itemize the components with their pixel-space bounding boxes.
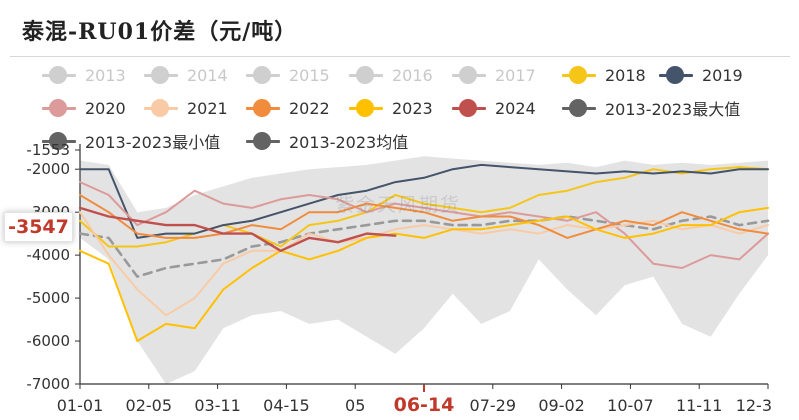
y-tick-label: -2000 — [26, 160, 70, 178]
legend-label: 2019 — [702, 65, 743, 85]
legend-item-2018[interactable]: 2018 — [562, 64, 646, 86]
legend-label: 2017 — [495, 65, 536, 85]
legend-line-marker-icon — [246, 66, 280, 84]
x-tick-label: 11-11 — [676, 396, 723, 415]
y-tick-label: -1553 — [26, 141, 70, 159]
legend-line-marker-icon — [42, 132, 76, 150]
legend-line-marker-icon — [452, 66, 486, 84]
series-line-2022 — [79, 194, 769, 239]
x-tick-label: 03-11 — [194, 396, 241, 415]
tooltip-y-value-badge: -3547 — [4, 212, 73, 242]
legend-item-2013-2023-14[interactable]: 2013-2023均值 — [246, 130, 408, 152]
series-line-2020 — [79, 181, 769, 269]
legend-line-marker-icon — [659, 66, 693, 84]
legend-label: 2014 — [187, 65, 228, 85]
watermark-text: 紫金天风期货 — [335, 194, 462, 216]
x-tick-label: 07-29 — [470, 396, 517, 415]
legend-line-marker-icon — [349, 99, 383, 117]
legend-label: 2016 — [392, 65, 433, 85]
legend-line-marker-icon — [144, 66, 178, 84]
legend-item-2024[interactable]: 2024 — [452, 97, 536, 119]
legend-line-marker-icon — [452, 99, 486, 117]
legend-item-2022[interactable]: 2022 — [246, 97, 330, 119]
y-tick-label: -4000 — [26, 246, 70, 264]
x-tick-label: 06-14 — [394, 394, 455, 416]
x-tick-label: 10-07 — [607, 396, 654, 415]
legend-label: 2013 — [85, 65, 126, 85]
legend-label: 2024 — [495, 98, 536, 118]
legend-line-marker-icon — [246, 99, 280, 117]
legend-item-2021[interactable]: 2021 — [144, 97, 228, 119]
series-line-2024 — [78, 206, 397, 252]
legend-line-marker-icon — [246, 132, 280, 150]
legend-label: 2013-2023最大值 — [605, 100, 741, 119]
legend-label: 2022 — [289, 98, 330, 118]
legend-item-2017[interactable]: 2017 — [452, 64, 536, 86]
legend-item-2016[interactable]: 2016 — [349, 64, 433, 86]
series-line-2021 — [79, 211, 769, 317]
legend-label: 2013-2023最小值 — [85, 133, 221, 152]
series-line-2023 — [79, 206, 769, 342]
x-tick-label: 05 — [345, 396, 365, 415]
legend-item-2013[interactable]: 2013 — [42, 64, 126, 86]
legend-item-2013-2023-12[interactable]: 2013-2023最大值 — [562, 97, 740, 119]
y-tick-label: -7000 — [26, 375, 70, 393]
legend-item-2023[interactable]: 2023 — [349, 97, 433, 119]
y-tick-label: -6000 — [26, 332, 70, 350]
series-line-2013-2023 — [78, 215, 770, 278]
x-tick-label: 12-3 — [736, 396, 772, 415]
legend-line-marker-icon — [562, 66, 596, 84]
y-tick-label: -5000 — [26, 289, 70, 307]
chart-legend: 2013 2014 2015 2016 2017 2018 2019 2020 2021 2022… — [0, 0, 799, 160]
title-divider — [10, 56, 790, 57]
legend-label: 2020 — [85, 98, 126, 118]
legend-line-marker-icon — [144, 99, 178, 117]
legend-item-2015[interactable]: 2015 — [246, 64, 330, 86]
legend-line-marker-icon — [562, 99, 596, 117]
x-tick-label: 09-02 — [538, 396, 585, 415]
legend-item-2014[interactable]: 2014 — [144, 64, 228, 86]
legend-label: 2023 — [392, 98, 433, 118]
legend-label: 2021 — [187, 98, 228, 118]
legend-label: 2013-2023均值 — [289, 133, 409, 152]
series-line-2019 — [79, 163, 769, 239]
x-tick-label: 01-01 — [57, 396, 104, 415]
legend-line-marker-icon — [42, 99, 76, 117]
legend-line-marker-icon — [42, 66, 76, 84]
legend-line-marker-icon — [349, 66, 383, 84]
legend-item-2020[interactable]: 2020 — [42, 97, 126, 119]
legend-label: 2015 — [289, 65, 330, 85]
legend-label: 2018 — [605, 65, 646, 85]
x-tick-label: 02-05 — [126, 396, 173, 415]
legend-item-2019[interactable]: 2019 — [659, 64, 743, 86]
x-tick-label: 04-15 — [263, 396, 310, 415]
chart-title: 泰混-RU01价差（元/吨） — [22, 19, 298, 45]
legend-item-2013-2023-13[interactable]: 2013-2023最小值 — [42, 130, 220, 152]
